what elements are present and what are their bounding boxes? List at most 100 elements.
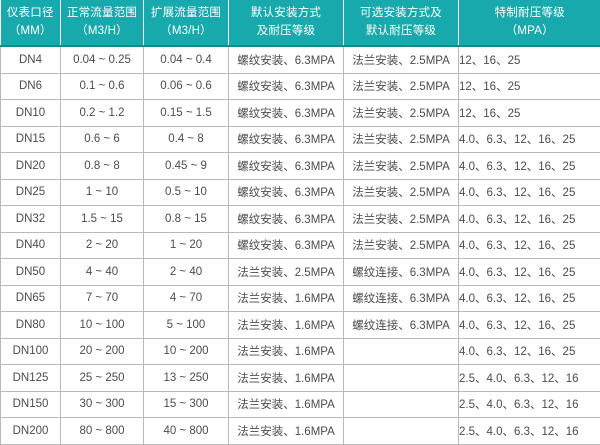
cell-special-pressure: 4.0、6.3、12、16、25 <box>459 179 600 206</box>
column-header-diameter: 仪表口径 （MM） <box>1 0 61 46</box>
cell-default-install: 螺纹安装、6.3MPA <box>229 73 344 100</box>
cell-extended-flow: 0.15 ~ 1.5 <box>144 100 229 127</box>
cell-special-pressure: 4.0、6.3、12、16、25 <box>459 285 600 312</box>
column-header-extended-flow-line1: 扩展流量范围 <box>144 5 228 23</box>
cell-extended-flow: 5 ~ 100 <box>144 312 229 339</box>
cell-extended-flow: 1 ~ 20 <box>144 232 229 259</box>
cell-special-pressure: 4.0、6.3、12、16、25 <box>459 232 600 259</box>
cell-normal-flow: 2 ~ 20 <box>61 232 144 259</box>
cell-extended-flow: 13 ~ 250 <box>144 365 229 392</box>
column-header-special-pressure-line2: （MPA） <box>459 23 600 41</box>
cell-diameter: DN125 <box>1 365 61 392</box>
cell-diameter: DN80 <box>1 312 61 339</box>
cell-normal-flow: 20 ~ 200 <box>61 338 144 365</box>
cell-normal-flow: 0.8 ~ 8 <box>61 153 144 180</box>
column-header-extended-flow-line2: （M3/H） <box>144 23 228 41</box>
cell-optional-install: 法兰安装、2.5MPA <box>344 206 459 233</box>
cell-default-install: 螺纹安装、6.3MPA <box>229 100 344 127</box>
cell-normal-flow: 4 ~ 40 <box>61 259 144 286</box>
cell-default-install: 法兰安装、1.6MPA <box>229 312 344 339</box>
column-header-optional-install: 可选安装方式及 默认耐压等级 <box>344 0 459 46</box>
cell-special-pressure: 2.5、4.0、6.3、12、16 <box>459 365 600 392</box>
cell-normal-flow: 0.6 ~ 6 <box>61 126 144 153</box>
column-header-normal-flow-line2: （M3/H） <box>61 23 143 41</box>
cell-optional-install <box>344 365 459 392</box>
cell-optional-install: 法兰安装、2.5MPA <box>344 179 459 206</box>
column-header-default-install-line1: 默认安装方式 <box>229 5 343 23</box>
cell-default-install: 螺纹安装、6.3MPA <box>229 206 344 233</box>
cell-special-pressure: 4.0、6.3、12、16、25 <box>459 206 600 233</box>
cell-normal-flow: 0.2 ~ 1.2 <box>61 100 144 127</box>
cell-diameter: DN15 <box>1 126 61 153</box>
cell-extended-flow: 0.45 ~ 9 <box>144 153 229 180</box>
column-header-diameter-line1: 仪表口径 <box>1 5 61 23</box>
cell-special-pressure: 12、16、25 <box>459 46 600 73</box>
column-header-extended-flow: 扩展流量范围 （M3/H） <box>144 0 229 46</box>
cell-diameter: DN200 <box>1 418 61 445</box>
cell-optional-install <box>344 418 459 445</box>
cell-extended-flow: 0.06 ~ 0.6 <box>144 73 229 100</box>
cell-optional-install: 法兰安装、2.5MPA <box>344 126 459 153</box>
cell-default-install: 法兰安装、1.6MPA <box>229 418 344 445</box>
column-header-optional-install-line1: 可选安装方式及 <box>344 5 458 23</box>
cell-special-pressure: 4.0、6.3、12、16、25 <box>459 338 600 365</box>
cell-optional-install <box>344 338 459 365</box>
cell-normal-flow: 0.04 ~ 0.25 <box>61 46 144 73</box>
cell-default-install: 法兰安装、1.6MPA <box>229 391 344 418</box>
cell-optional-install: 法兰安装、2.5MPA <box>344 73 459 100</box>
header-row: 仪表口径 （MM） 正常流量范围 （M3/H） 扩展流量范围 （M3/H） 默认… <box>1 0 600 46</box>
column-header-special-pressure: 特制耐压等级 （MPA） <box>459 0 600 46</box>
cell-extended-flow: 2 ~ 40 <box>144 259 229 286</box>
cell-diameter: DN32 <box>1 206 61 233</box>
cell-optional-install: 螺纹连接、6.3MPA <box>344 259 459 286</box>
cell-default-install: 法兰安装、1.6MPA <box>229 285 344 312</box>
cell-normal-flow: 25 ~ 250 <box>61 365 144 392</box>
cell-diameter: DN6 <box>1 73 61 100</box>
column-header-default-install: 默认安装方式 及耐压等级 <box>229 0 344 46</box>
cell-normal-flow: 80 ~ 800 <box>61 418 144 445</box>
cell-optional-install: 法兰安装、2.5MPA <box>344 46 459 73</box>
cell-default-install: 螺纹安装、6.3MPA <box>229 153 344 180</box>
column-header-default-install-line2: 及耐压等级 <box>229 23 343 41</box>
cell-diameter: DN4 <box>1 46 61 73</box>
cell-optional-install: 法兰安装、2.5MPA <box>344 100 459 127</box>
cell-normal-flow: 7 ~ 70 <box>61 285 144 312</box>
cell-special-pressure: 2.5、4.0、6.3、12、16 <box>459 391 600 418</box>
cell-extended-flow: 0.4 ~ 8 <box>144 126 229 153</box>
column-header-normal-flow-line1: 正常流量范围 <box>61 5 143 23</box>
cell-normal-flow: 1 ~ 10 <box>61 179 144 206</box>
cell-diameter: DN10 <box>1 100 61 127</box>
cell-special-pressure: 2.5、4.0、6.3、12、16 <box>459 418 600 445</box>
cell-diameter: DN150 <box>1 391 61 418</box>
cell-extended-flow: 4 ~ 70 <box>144 285 229 312</box>
cell-optional-install: 螺纹连接、6.3MPA <box>344 312 459 339</box>
cell-default-install: 法兰安装、1.6MPA <box>229 338 344 365</box>
cell-default-install: 螺纹安装、6.3MPA <box>229 232 344 259</box>
cell-default-install: 法兰安装、1.6MPA <box>229 365 344 392</box>
cell-extended-flow: 0.8 ~ 15 <box>144 206 229 233</box>
cell-special-pressure: 12、16、25 <box>459 73 600 100</box>
cell-special-pressure: 4.0、6.3、12、16、25 <box>459 153 600 180</box>
column-header-optional-install-line2: 默认耐压等级 <box>344 23 458 41</box>
cell-default-install: 法兰安装、2.5MPA <box>229 259 344 286</box>
column-header-diameter-line2: （MM） <box>1 23 61 41</box>
cell-extended-flow: 15 ~ 300 <box>144 391 229 418</box>
column-header-special-pressure-line1: 特制耐压等级 <box>459 5 600 23</box>
cell-diameter: DN25 <box>1 179 61 206</box>
cell-normal-flow: 30 ~ 300 <box>61 391 144 418</box>
cell-special-pressure: 4.0、6.3、12、16、25 <box>459 312 600 339</box>
